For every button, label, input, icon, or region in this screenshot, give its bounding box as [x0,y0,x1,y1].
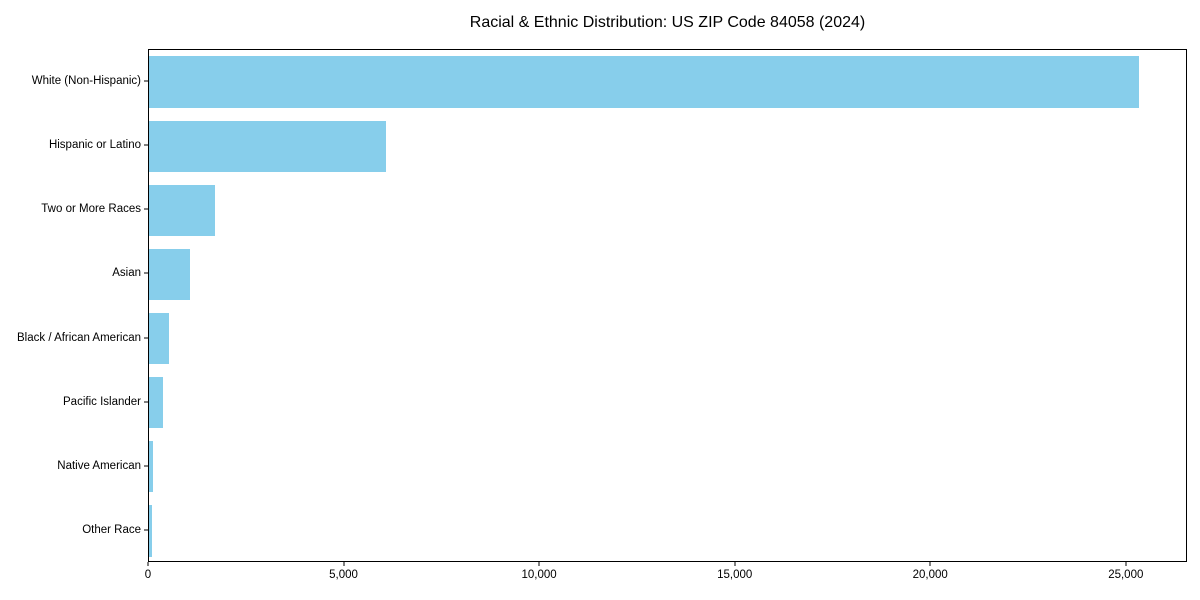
bar-pacific-islander [149,377,164,429]
chart-title: Racial & Ethnic Distribution: US ZIP Cod… [469,14,866,31]
y-axis-tick [144,401,148,403]
x-axis-tick-label: 5,000 [329,569,358,581]
x-axis-tick [538,562,540,566]
x-axis-tick [929,562,931,566]
bar-native-american [149,441,154,493]
y-axis-label-native-american: Native American [57,459,141,472]
y-axis-label-asian: Asian [112,267,141,280]
x-axis-tick-label: 25,000 [1108,569,1144,581]
y-axis-tick [144,80,148,82]
y-axis-label-pacific-islander: Pacific Islander [63,395,141,408]
y-axis-label-other-race: Other Race [82,523,141,536]
x-axis-tick-label: 20,000 [912,569,948,581]
x-axis-tick-label: 15,000 [717,569,753,581]
y-axis-label-two-or-more-races: Two or More Races [41,203,141,216]
y-axis-tick [144,272,148,274]
bar-asian [149,248,191,301]
bar-black-african-american [149,312,169,365]
x-axis-tick [343,562,345,566]
x-axis-tick-label: 0 [144,569,152,581]
y-axis-tick [144,208,148,210]
plot-area [148,49,1187,562]
y-axis-tick [144,337,148,339]
y-axis-label-hispanic-or-latino: Hispanic or Latino [48,139,141,152]
bar-hispanic-or-latino [149,120,386,172]
y-axis-label-black-african-american: Black / African American [17,331,141,344]
x-axis-tick-label: 10,000 [521,569,557,581]
x-axis-tick [734,562,736,566]
y-axis-label-white-non-hispanic: White (Non-Hispanic) [31,75,141,88]
bar-other-race [149,505,153,557]
bar-two-or-more-races [149,184,216,236]
y-axis-tick [144,144,148,146]
bar-white-non-hispanic [149,56,1139,108]
y-axis-tick [144,465,148,467]
x-axis-tick [147,562,149,566]
x-axis-tick [1125,562,1127,566]
y-axis-tick [144,529,148,531]
